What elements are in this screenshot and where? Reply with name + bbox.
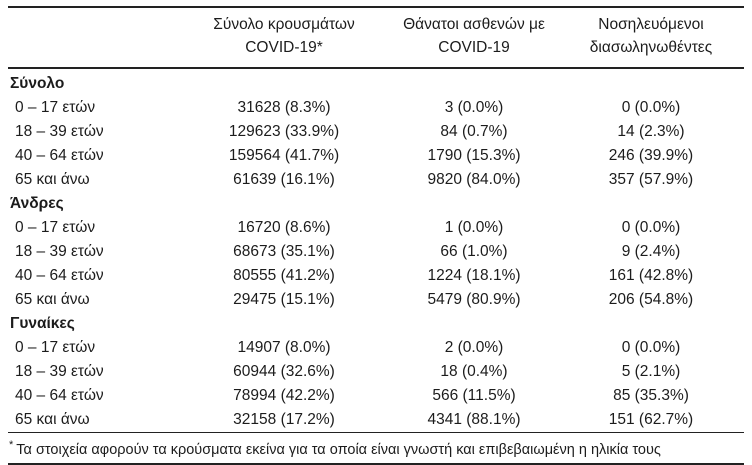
group-label-men: Άνδρες — [8, 192, 178, 216]
intubated-cell: 357 (57.9%) — [558, 168, 744, 192]
header-deaths: Θάνατοι ασθενών με COVID-19 — [390, 7, 558, 68]
table-row: 40 – 64 ετών 159564 (41.7%) 1790 (15.3%)… — [8, 144, 744, 168]
empty-cell — [558, 192, 744, 216]
cases-cell: 32158 (17.2%) — [178, 408, 390, 432]
intubated-cell: 161 (42.8%) — [558, 264, 744, 288]
cases-cell: 31628 (8.3%) — [178, 96, 390, 120]
intubated-cell: 0 (0.0%) — [558, 336, 744, 360]
cases-cell: 60944 (32.6%) — [178, 360, 390, 384]
table-row: 65 και άνω 61639 (16.1%) 9820 (84.0%) 35… — [8, 168, 744, 192]
header-cases-line2: COVID-19* — [180, 36, 388, 59]
age-label-cell: 0 – 17 ετών — [8, 96, 178, 120]
intubated-cell: 246 (39.9%) — [558, 144, 744, 168]
age-label-cell: 0 – 17 ετών — [8, 336, 178, 360]
table-row: 0 – 17 ετών 31628 (8.3%) 3 (0.0%) 0 (0.0… — [8, 96, 744, 120]
intubated-cell: 0 (0.0%) — [558, 96, 744, 120]
intubated-cell: 14 (2.3%) — [558, 120, 744, 144]
group-row-total: Σύνολο — [8, 68, 744, 96]
cases-cell: 68673 (35.1%) — [178, 240, 390, 264]
age-label-cell: 18 – 39 ετών — [8, 240, 178, 264]
covid-age-sex-stats-table: Σύνολο κρουσμάτων COVID-19* Θάνατοι ασθε… — [8, 6, 744, 432]
cases-cell: 80555 (41.2%) — [178, 264, 390, 288]
intubated-cell: 0 (0.0%) — [558, 216, 744, 240]
deaths-cell: 1 (0.0%) — [390, 216, 558, 240]
table-row: 65 και άνω 29475 (15.1%) 5479 (80.9%) 20… — [8, 288, 744, 312]
deaths-cell: 18 (0.4%) — [390, 360, 558, 384]
deaths-cell: 1224 (18.1%) — [390, 264, 558, 288]
deaths-cell: 1790 (15.3%) — [390, 144, 558, 168]
cases-cell: 61639 (16.1%) — [178, 168, 390, 192]
group-row-women: Γυναίκες — [8, 312, 744, 336]
empty-cell — [390, 68, 558, 96]
age-label-cell: 40 – 64 ετών — [8, 144, 178, 168]
cases-cell: 78994 (42.2%) — [178, 384, 390, 408]
cases-cell: 159564 (41.7%) — [178, 144, 390, 168]
table-row: 0 – 17 ετών 16720 (8.6%) 1 (0.0%) 0 (0.0… — [8, 216, 744, 240]
table-row: 65 και άνω 32158 (17.2%) 4341 (88.1%) 15… — [8, 408, 744, 432]
empty-cell — [178, 192, 390, 216]
header-cases-line1: Σύνολο κρουσμάτων — [180, 13, 388, 36]
footnote-asterisk: * — [9, 439, 13, 451]
empty-cell — [390, 192, 558, 216]
header-intubated-line2: διασωληνωθέντες — [560, 36, 742, 59]
age-label-cell: 65 και άνω — [8, 168, 178, 192]
table-row: 0 – 17 ετών 14907 (8.0%) 2 (0.0%) 0 (0.0… — [8, 336, 744, 360]
age-label-cell: 65 και άνω — [8, 288, 178, 312]
table-row: 18 – 39 ετών 129623 (33.9%) 84 (0.7%) 14… — [8, 120, 744, 144]
age-label-cell: 18 – 39 ετών — [8, 360, 178, 384]
empty-cell — [178, 312, 390, 336]
intubated-cell: 206 (54.8%) — [558, 288, 744, 312]
empty-cell — [558, 68, 744, 96]
empty-cell — [178, 68, 390, 96]
deaths-cell: 5479 (80.9%) — [390, 288, 558, 312]
group-row-men: Άνδρες — [8, 192, 744, 216]
cases-cell: 14907 (8.0%) — [178, 336, 390, 360]
table-row: 40 – 64 ετών 78994 (42.2%) 566 (11.5%) 8… — [8, 384, 744, 408]
header-intubated-line1: Νοσηλευόμενοι — [560, 13, 742, 36]
deaths-cell: 566 (11.5%) — [390, 384, 558, 408]
deaths-cell: 66 (1.0%) — [390, 240, 558, 264]
deaths-cell: 2 (0.0%) — [390, 336, 558, 360]
age-label-cell: 40 – 64 ετών — [8, 264, 178, 288]
header-intubated: Νοσηλευόμενοι διασωληνωθέντες — [558, 7, 744, 68]
cases-cell: 129623 (33.9%) — [178, 120, 390, 144]
deaths-cell: 4341 (88.1%) — [390, 408, 558, 432]
deaths-cell: 3 (0.0%) — [390, 96, 558, 120]
age-label-cell: 18 – 39 ετών — [8, 120, 178, 144]
age-label-cell: 0 – 17 ετών — [8, 216, 178, 240]
empty-cell — [390, 312, 558, 336]
intubated-cell: 5 (2.1%) — [558, 360, 744, 384]
footnote-text: Τα στοιχεία αφορούν τα κρούσματα εκείνα … — [16, 441, 661, 457]
table-footnote: *Τα στοιχεία αφορούν τα κρούσματα εκείνα… — [8, 432, 744, 465]
header-row: Σύνολο κρουσμάτων COVID-19* Θάνατοι ασθε… — [8, 7, 744, 68]
age-label-cell: 40 – 64 ετών — [8, 384, 178, 408]
header-deaths-line1: Θάνατοι ασθενών με — [392, 13, 556, 36]
table-row: 18 – 39 ετών 68673 (35.1%) 66 (1.0%) 9 (… — [8, 240, 744, 264]
intubated-cell: 85 (35.3%) — [558, 384, 744, 408]
header-cases: Σύνολο κρουσμάτων COVID-19* — [178, 7, 390, 68]
deaths-cell: 9820 (84.0%) — [390, 168, 558, 192]
cases-cell: 29475 (15.1%) — [178, 288, 390, 312]
header-empty-cell — [8, 7, 178, 68]
empty-cell — [558, 312, 744, 336]
table-row: 40 – 64 ετών 80555 (41.2%) 1224 (18.1%) … — [8, 264, 744, 288]
cases-cell: 16720 (8.6%) — [178, 216, 390, 240]
group-label-total: Σύνολο — [8, 68, 178, 96]
group-label-women: Γυναίκες — [8, 312, 178, 336]
intubated-cell: 9 (2.4%) — [558, 240, 744, 264]
table-row: 18 – 39 ετών 60944 (32.6%) 18 (0.4%) 5 (… — [8, 360, 744, 384]
header-deaths-line2: COVID-19 — [392, 36, 556, 59]
age-label-cell: 65 και άνω — [8, 408, 178, 432]
intubated-cell: 151 (62.7%) — [558, 408, 744, 432]
deaths-cell: 84 (0.7%) — [390, 120, 558, 144]
